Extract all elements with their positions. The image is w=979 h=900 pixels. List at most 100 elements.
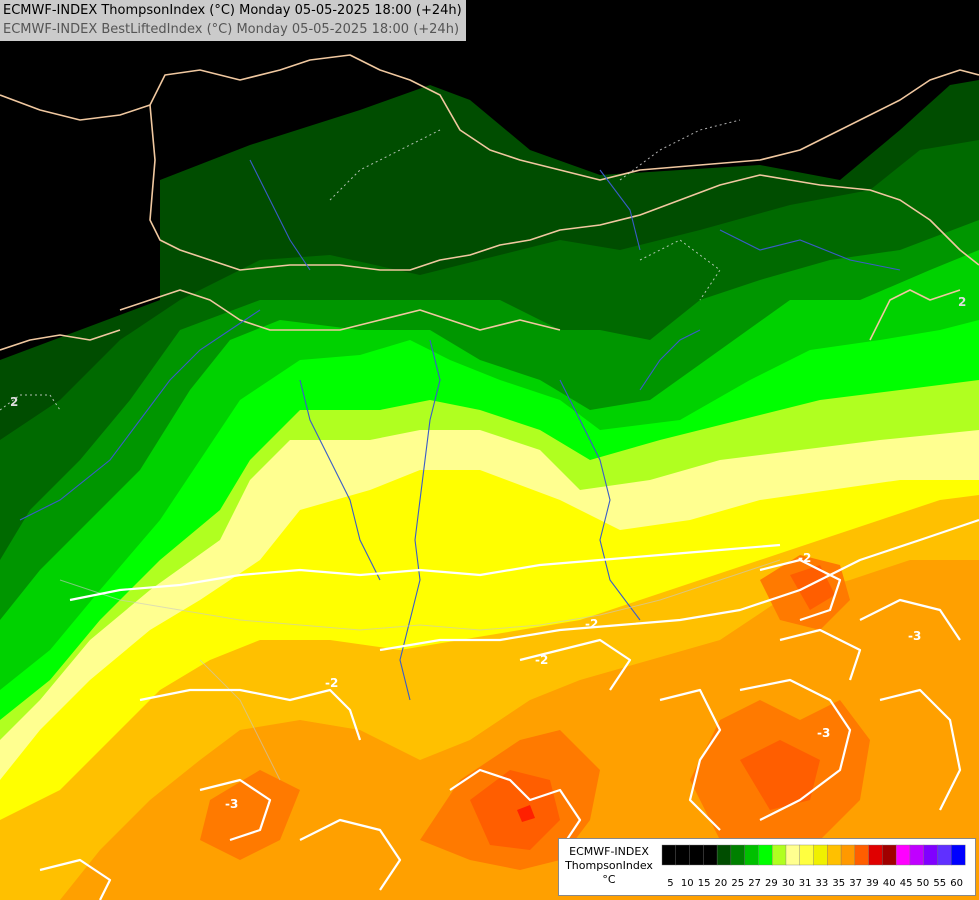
legend-swatch <box>799 844 814 866</box>
legend-swatch <box>882 844 897 866</box>
legend-tick-label: 45 <box>900 878 913 889</box>
contour-3 <box>519 638 632 691</box>
contour-9 <box>879 688 962 811</box>
border-central <box>149 104 979 271</box>
legend-tick-label: 27 <box>748 878 761 889</box>
legend-tick-label: 5 <box>667 878 673 889</box>
legend-swatch <box>744 844 759 866</box>
legend-tick-label: 60 <box>950 878 963 889</box>
river-5 <box>639 329 701 391</box>
legend-model: ECMWF-INDEX <box>569 845 649 858</box>
region-border-2 <box>199 659 281 781</box>
dotted-2 <box>619 119 741 181</box>
contour-14 <box>779 628 862 681</box>
map-title-box: ECMWF-INDEX ThompsonIndex (°C) Monday 05… <box>0 0 466 41</box>
river-1 <box>19 309 261 521</box>
legend-swatch <box>730 844 746 866</box>
legend-swatch <box>771 844 787 866</box>
contour-label: -2 <box>585 617 598 631</box>
legend-unit: °C <box>602 873 616 886</box>
legend-tick-label: 55 <box>933 878 946 889</box>
contour-labels: -2 -2 -2 -2 -3 -3 -3 2 2 <box>10 295 966 811</box>
legend-tick-label: 39 <box>866 878 879 889</box>
border-south-1 <box>119 289 561 331</box>
lifted-index-contours <box>39 518 979 900</box>
legend-tick-label: 31 <box>799 878 812 889</box>
legend-swatch <box>868 844 883 866</box>
legend-swatch <box>716 844 732 866</box>
band-dark-orange <box>200 555 870 870</box>
legend-swatch <box>840 844 856 866</box>
legend-tick-label: 10 <box>681 878 694 889</box>
legend-tick-label: 15 <box>698 878 711 889</box>
legend-swatch <box>854 844 870 866</box>
contour-label: -2 <box>535 653 548 667</box>
contour-label: 2 <box>958 295 966 309</box>
legend-tick-label: 29 <box>765 878 778 889</box>
title-line-1: ECMWF-INDEX ThompsonIndex (°C) Monday 05… <box>3 3 462 18</box>
legend-swatch <box>909 844 925 866</box>
legend-swatch <box>758 844 773 866</box>
legend-swatch <box>785 844 801 866</box>
legend-tick-label: 20 <box>715 878 728 889</box>
legend-swatch <box>937 844 952 866</box>
contour-label: -2 <box>798 551 811 565</box>
contour-11 <box>859 598 961 641</box>
country-borders <box>0 54 979 351</box>
title-line-2: ECMWF-INDEX BestLiftedIndex (°C) Monday … <box>3 22 460 37</box>
border-west <box>0 329 121 351</box>
river-6 <box>249 159 311 271</box>
dotted-contours <box>0 119 741 411</box>
legend-swatch <box>703 844 718 866</box>
legend-tick-label: 37 <box>849 878 862 889</box>
legend-swatch <box>675 844 691 866</box>
contour-label: -2 <box>325 676 338 690</box>
legend-swatch <box>813 844 828 866</box>
contour-1 <box>69 543 781 602</box>
river-2 <box>399 339 441 701</box>
dotted-3 <box>0 394 61 411</box>
legend-tick-label: 50 <box>917 878 930 889</box>
contour-label: -3 <box>225 797 238 811</box>
legend-swatch <box>951 844 966 866</box>
river-4 <box>559 379 641 621</box>
legend-swatch <box>827 844 842 866</box>
contour-label: -3 <box>817 726 830 740</box>
contour-5 <box>199 778 272 842</box>
contour-label: -3 <box>908 629 921 643</box>
border-east <box>869 289 961 341</box>
thompson-index-shading <box>0 80 979 900</box>
contour-13 <box>299 818 402 891</box>
color-legend: ECMWF-INDEX ThompsonIndex °C 5 10 15 20 25 27… <box>558 838 976 896</box>
contour-8 <box>739 678 852 821</box>
river-7 <box>599 169 641 251</box>
contour-10 <box>759 558 842 622</box>
legend-swatch <box>923 844 938 866</box>
contour-12 <box>39 858 112 900</box>
legend-tick-label: 40 <box>883 878 896 889</box>
region-borders <box>59 559 781 781</box>
contour-7 <box>659 688 722 831</box>
contour-2 <box>379 518 979 652</box>
contour-label: 2 <box>10 395 18 409</box>
region-border-1 <box>59 559 781 631</box>
legend-swatch <box>689 844 704 866</box>
border-north <box>0 54 979 181</box>
legend-tick-label: 25 <box>731 878 744 889</box>
band-red-orange <box>470 565 835 850</box>
legend-tick-label: 33 <box>816 878 829 889</box>
legend-tick-label: 35 <box>832 878 845 889</box>
legend-colorbar: 5 10 15 20 25 27 29 30 31 33 35 37 39 40 45 50 55 60 <box>661 844 966 889</box>
contour-6 <box>449 768 582 851</box>
band-red <box>517 805 535 822</box>
dotted-1 <box>329 129 441 201</box>
legend-swatch <box>661 844 677 866</box>
legend-tick-label: 30 <box>782 878 795 889</box>
legend-label-box: ECMWF-INDEX ThompsonIndex °C <box>561 845 657 887</box>
legend-parameter: ThompsonIndex <box>565 859 653 872</box>
legend-swatch <box>895 844 911 866</box>
river-8 <box>719 229 901 271</box>
rivers <box>19 159 901 701</box>
river-3 <box>299 379 381 581</box>
